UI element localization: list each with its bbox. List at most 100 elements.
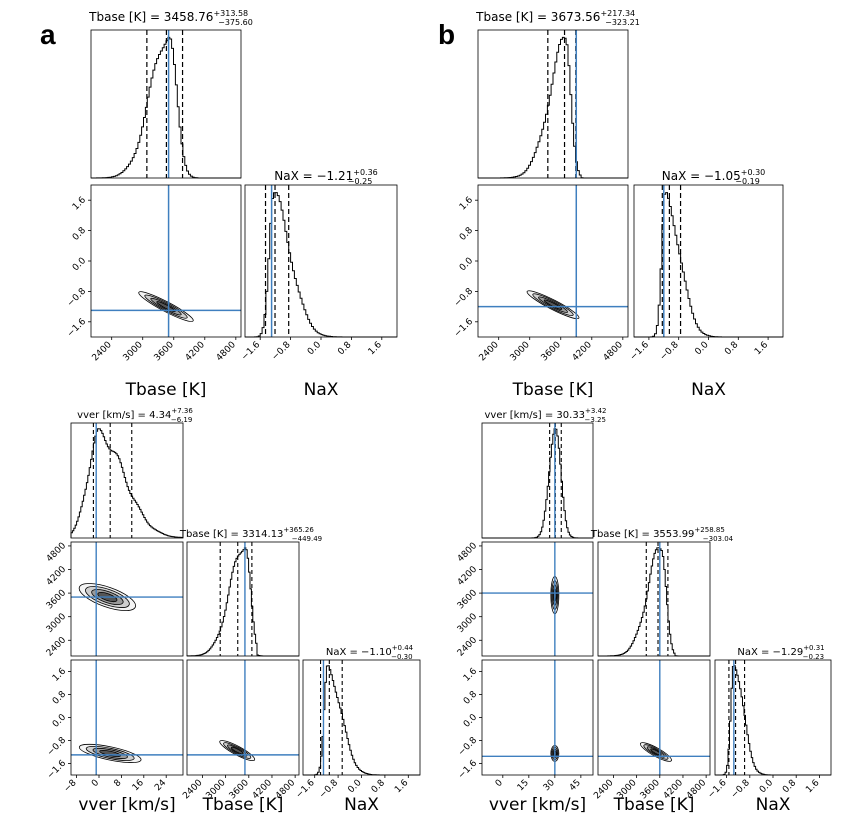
x-tick-label: 0.0 <box>346 778 363 795</box>
corner-b: 2400 3000 3600 4200 4800 −1.6 −0.8 0.0 0.8 1.6−1.… <box>453 30 783 400</box>
x-tick-label: −0.8 <box>729 778 752 801</box>
hist-nax <box>245 192 397 338</box>
x-tick-label: −0.8 <box>318 778 341 801</box>
y-tick-label: −1.6 <box>453 317 476 340</box>
hist-frame <box>481 422 594 539</box>
contour-level <box>156 301 176 313</box>
scatter-frame <box>70 541 184 657</box>
y-tick-label: 3000 <box>456 612 479 635</box>
y-tick-label: 4200 <box>456 564 479 587</box>
hist-frame <box>302 659 421 776</box>
y-tick-label: 0.8 <box>458 225 475 242</box>
x-tick-label: 3600 <box>153 340 176 363</box>
x-axis-label: Tbase [K] <box>202 795 284 815</box>
x-tick-label: 0 <box>494 778 505 789</box>
posterior-title: vver [km/s] = 4.34+7.36 −6.19 <box>77 407 193 424</box>
hist-frame <box>714 659 832 776</box>
y-tick-label: 0.8 <box>51 689 68 706</box>
x-axis-label: NaX <box>756 795 791 815</box>
y-tick-label: 0.0 <box>462 712 479 729</box>
posterior-title: vver [km/s] = 30.33+3.42 −3.25 <box>484 407 606 424</box>
x-tick-label: 1.6 <box>804 778 821 795</box>
x-tick-label: 0.0 <box>306 340 323 357</box>
x-tick-label: −1.6 <box>294 778 317 801</box>
posterior-title: Tbase [K] = 3458.76+313.58 −375.60 <box>88 9 253 27</box>
posterior-title: NaX = −1.21+0.36 −0.25 <box>274 168 378 186</box>
x-tick-label: 45 <box>568 778 583 793</box>
y-tick-label: 1.6 <box>71 195 88 212</box>
x-tick-label: 16 <box>131 778 146 793</box>
x-axis-label: NaX <box>691 380 726 400</box>
x-tick-label: 2400 <box>592 778 615 801</box>
x-axis-label: Tbase [K] <box>125 380 207 400</box>
scatter-frame <box>481 659 594 776</box>
y-tick-label: 0.8 <box>71 225 88 242</box>
x-tick-label: 0.8 <box>723 340 740 357</box>
x-tick-label: 1.6 <box>753 340 770 357</box>
scatter-frame <box>481 541 594 657</box>
x-tick-label: 0.0 <box>693 340 710 357</box>
y-tick-label: 4200 <box>45 564 68 587</box>
y-tick-label: 0.0 <box>458 256 475 273</box>
hist-tbase <box>478 36 628 179</box>
scatter-frame <box>90 184 242 338</box>
hist-frame-nax <box>244 184 398 338</box>
x-tick-label: −0.8 <box>270 340 293 363</box>
y-tick-label: 3000 <box>45 612 68 635</box>
hist-frame <box>597 541 711 657</box>
x-tick-label: 2400 <box>91 340 114 363</box>
x-tick-label: 0.8 <box>781 778 798 795</box>
hist-nax <box>715 665 831 776</box>
hist-frame-tbase <box>477 29 629 179</box>
hist-nax <box>634 192 783 338</box>
corner-a: 2400 3000 3600 4200 4800 −1.6 −0.8 0.0 0.8 1.6−1.… <box>66 30 397 400</box>
y-tick-label: −0.8 <box>457 735 480 758</box>
x-tick-label: 2400 <box>181 778 204 801</box>
contour-level <box>230 746 244 755</box>
x-tick-label: 4800 <box>602 340 625 363</box>
x-tick-label: 8 <box>112 778 123 789</box>
hist-tbase <box>598 547 710 657</box>
x-tick-label: −1.6 <box>706 778 729 801</box>
x-tick-label: 3600 <box>540 340 563 363</box>
hist-vver <box>482 428 593 539</box>
x-tick-label: 30 <box>542 778 557 793</box>
y-tick-label: −1.6 <box>46 758 69 781</box>
x-tick-label: 24 <box>153 778 168 793</box>
x-tick-label: 4200 <box>571 340 594 363</box>
y-tick-label: 1.6 <box>462 666 479 683</box>
y-tick-label: −0.8 <box>66 286 89 309</box>
x-tick-label: 1.6 <box>367 340 384 357</box>
x-axis-label: Tbase [K] <box>613 795 695 815</box>
x-tick-label: 3000 <box>509 340 532 363</box>
x-tick-label: 4800 <box>215 340 238 363</box>
hist-frame-nax <box>633 184 784 338</box>
hist-frame <box>70 422 184 539</box>
posterior-title: NaX = −1.29+0.31 −0.23 <box>737 644 824 661</box>
y-tick-label: −1.6 <box>457 758 480 781</box>
x-axis-label: NaX <box>304 380 339 400</box>
y-tick-label: −0.8 <box>46 735 69 758</box>
y-tick-label: 0.0 <box>51 712 68 729</box>
scatter-frame <box>70 659 184 776</box>
y-tick-label: 1.6 <box>458 195 475 212</box>
y-tick-label: 1.6 <box>51 666 68 683</box>
x-tick-label: 0.8 <box>336 340 353 357</box>
panel-label-b: b <box>438 19 455 50</box>
x-tick-label: 1.6 <box>393 778 410 795</box>
x-axis-label: vver [km/s] <box>489 795 586 815</box>
x-tick-label: 0.0 <box>758 778 775 795</box>
y-tick-label: −0.8 <box>453 286 476 309</box>
x-tick-label: 0.8 <box>370 778 387 795</box>
posterior-title: NaX = −1.10+0.44 −0.30 <box>326 644 414 661</box>
posterior-title: Tbase [K] = 3673.56+217.34 −323.21 <box>475 9 640 27</box>
x-tick-label: −0.8 <box>658 340 681 363</box>
hist-frame <box>186 541 300 657</box>
scatter-frame <box>186 659 300 776</box>
y-tick-label: 0.8 <box>462 689 479 706</box>
x-tick-label: 0 <box>90 778 101 789</box>
hist-tbase <box>186 547 299 657</box>
